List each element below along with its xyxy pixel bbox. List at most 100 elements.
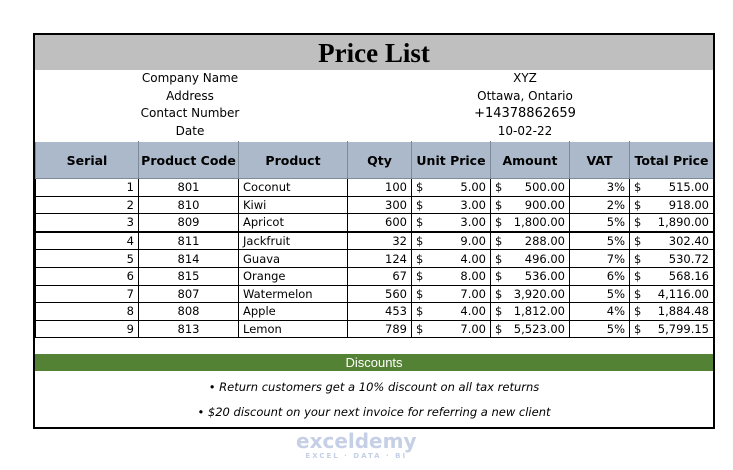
table-cell[interactable]: $4,116.00 xyxy=(629,284,713,304)
table-cell[interactable]: 808 xyxy=(138,302,239,321)
cell-value: 496.00 xyxy=(524,251,565,266)
table-cell[interactable]: $3.00 xyxy=(411,195,491,215)
currency-symbol: $ xyxy=(495,215,503,230)
table-cell[interactable]: Jackfruit xyxy=(238,231,348,251)
currency-symbol: $ xyxy=(416,197,424,212)
table-cell[interactable]: Guava xyxy=(238,249,348,268)
header-row: Serial Product Code Product Qty Unit Price Am… xyxy=(35,141,713,179)
table-cell[interactable]: $3.00 xyxy=(411,213,491,233)
table-cell[interactable]: 7% xyxy=(569,249,630,268)
table-cell[interactable]: 32 xyxy=(347,231,412,251)
cell-value: 7.00 xyxy=(460,286,486,301)
table-cell[interactable]: $1,884.48 xyxy=(629,302,713,321)
table-cell[interactable]: $515.00 xyxy=(629,178,713,197)
table-cell[interactable]: 560 xyxy=(347,284,412,304)
table-cell[interactable]: Coconut xyxy=(238,178,348,197)
table-cell[interactable]: 4 xyxy=(35,231,139,251)
table-cell[interactable]: 300 xyxy=(347,195,412,215)
table-cell[interactable]: 5 xyxy=(35,249,139,268)
table-row: 5 814 Guava 124 $4.00 $496.00 7% $530.72 xyxy=(35,249,713,268)
cell-value: 1,890.00 xyxy=(657,215,709,230)
table-cell[interactable]: 811 xyxy=(138,231,239,251)
table-cell[interactable]: 67 xyxy=(347,266,412,286)
table-cell[interactable]: 6% xyxy=(569,266,630,286)
currency-symbol: $ xyxy=(495,197,503,212)
table-cell[interactable]: 5% xyxy=(569,213,630,233)
table-cell[interactable]: Orange xyxy=(238,266,348,286)
table-cell[interactable]: $5.00 xyxy=(411,178,491,197)
table-cell[interactable]: 6 xyxy=(35,266,139,286)
cell-value: 3.00 xyxy=(460,215,486,230)
table-cell[interactable]: $5,799.15 xyxy=(629,319,713,339)
currency-symbol: $ xyxy=(495,251,503,266)
table-cell[interactable]: 5% xyxy=(569,284,630,304)
table-cell[interactable]: $5,523.00 xyxy=(490,319,570,339)
table-cell[interactable]: 815 xyxy=(138,266,239,286)
table-cell[interactable]: 814 xyxy=(138,249,239,268)
label-company-name: Company Name xyxy=(141,71,239,85)
table-cell[interactable]: $4.00 xyxy=(411,302,491,321)
column-header: Qty xyxy=(347,141,412,179)
table-cell[interactable]: 7 xyxy=(35,284,139,304)
table-cell[interactable]: 4% xyxy=(569,302,630,321)
table-cell[interactable]: 2% xyxy=(569,195,630,215)
table-cell[interactable]: 100 xyxy=(347,178,412,197)
table-cell[interactable]: 2 xyxy=(35,195,139,215)
cell-value: 9.00 xyxy=(460,234,486,249)
table-cell[interactable]: $288.00 xyxy=(490,231,570,251)
table-cell[interactable]: 809 xyxy=(138,213,239,233)
table-cell[interactable]: 5% xyxy=(569,319,630,339)
table-cell[interactable]: $900.00 xyxy=(490,195,570,215)
currency-symbol: $ xyxy=(634,180,642,195)
table-cell[interactable]: $4.00 xyxy=(411,249,491,268)
table-cell[interactable]: $7.00 xyxy=(411,319,491,339)
table-cell[interactable]: $1,890.00 xyxy=(629,213,713,233)
table-cell[interactable]: $8.00 xyxy=(411,266,491,286)
currency-symbol: $ xyxy=(416,215,424,230)
cell-value: 515.00 xyxy=(668,180,709,195)
cell-value: 918.00 xyxy=(668,197,709,212)
table-row: 3 809 Apricot 600 $3.00 $1,800.00 5% $1,890.00 xyxy=(35,213,713,233)
table-cell[interactable]: Apricot xyxy=(238,213,348,233)
table-cell[interactable]: 5% xyxy=(569,231,630,251)
table-cell[interactable]: 813 xyxy=(138,319,239,339)
table-cell[interactable]: $1,800.00 xyxy=(490,213,570,233)
table-cell[interactable]: $530.72 xyxy=(629,249,713,268)
cell-value: 900.00 xyxy=(524,197,565,212)
table-cell[interactable]: $7.00 xyxy=(411,284,491,304)
table-cell[interactable]: 9 xyxy=(35,319,139,339)
cell-value: 7.00 xyxy=(460,322,486,337)
table-cell[interactable]: 3% xyxy=(569,178,630,197)
table-cell[interactable]: 600 xyxy=(347,213,412,233)
table-cell[interactable]: Lemon xyxy=(238,319,348,339)
cell-value: 568.16 xyxy=(668,269,709,284)
table-cell[interactable]: 789 xyxy=(347,319,412,339)
table-cell[interactable]: $568.16 xyxy=(629,266,713,286)
table-cell[interactable]: $536.00 xyxy=(490,266,570,286)
table-cell[interactable]: $302.40 xyxy=(629,231,713,251)
cell-value: 1,800.00 xyxy=(513,215,565,230)
table-cell[interactable]: 810 xyxy=(138,195,239,215)
currency-symbol: $ xyxy=(416,286,424,301)
table-cell[interactable]: $9.00 xyxy=(411,231,491,251)
table-cell[interactable]: 807 xyxy=(138,284,239,304)
table-cell[interactable]: $496.00 xyxy=(490,249,570,268)
table-cell[interactable]: 1 xyxy=(35,178,139,197)
table-cell[interactable]: $918.00 xyxy=(629,195,713,215)
table-cell[interactable]: Kiwi xyxy=(238,195,348,215)
table-cell[interactable]: 3 xyxy=(35,213,139,233)
table-cell[interactable]: $3,920.00 xyxy=(490,284,570,304)
currency-symbol: $ xyxy=(495,180,503,195)
table-cell[interactable]: 124 xyxy=(347,249,412,268)
table-cell[interactable]: 801 xyxy=(138,178,239,197)
column-header: Serial xyxy=(35,141,139,179)
currency-symbol: $ xyxy=(495,234,503,249)
table-cell[interactable]: 8 xyxy=(35,302,139,321)
value-date: 10-02-22 xyxy=(497,123,553,138)
table-cell[interactable]: $1,812.00 xyxy=(490,302,570,321)
table-cell[interactable]: Apple xyxy=(238,302,348,321)
currency-symbol: $ xyxy=(634,234,642,249)
table-cell[interactable]: $500.00 xyxy=(490,178,570,197)
table-cell[interactable]: 453 xyxy=(347,302,412,321)
table-cell[interactable]: Watermelon xyxy=(238,284,348,304)
